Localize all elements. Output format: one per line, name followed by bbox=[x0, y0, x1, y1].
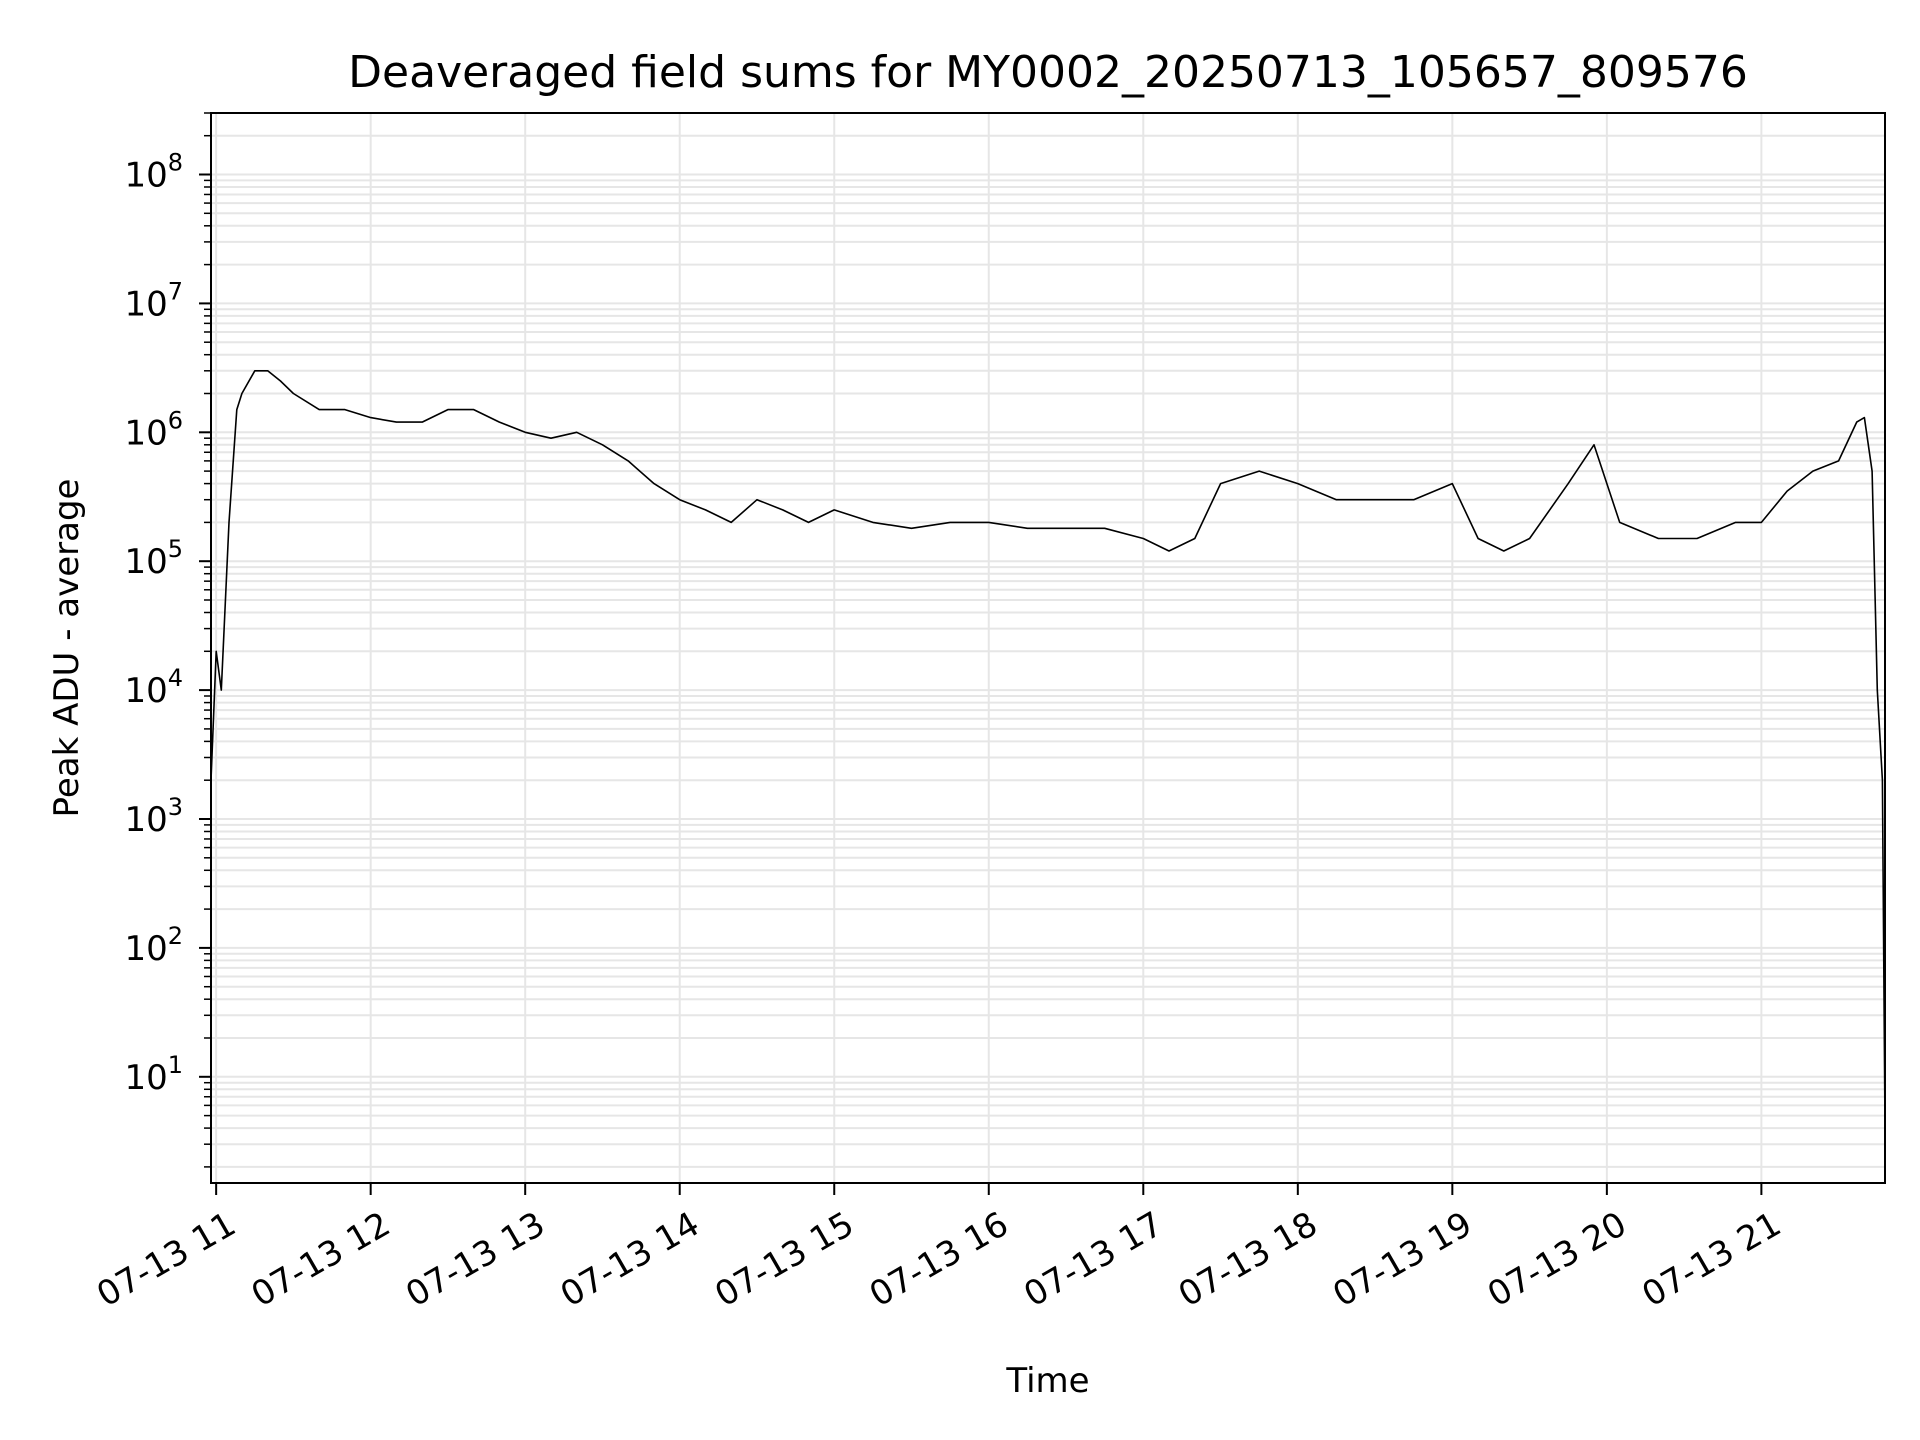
y-tick-label: 105 bbox=[124, 535, 183, 582]
plot-frame bbox=[210, 112, 1886, 1184]
y-tick-label: 101 bbox=[124, 1051, 183, 1098]
y-axis-label: Peak ADU - average bbox=[47, 479, 87, 818]
series-layer bbox=[210, 369, 1886, 1129]
y-tick-label: 107 bbox=[124, 277, 183, 324]
y-tick-label: 104 bbox=[124, 664, 183, 711]
series-line bbox=[210, 369, 1886, 1129]
chart-title: Deaveraged field sums for MY0002_2025071… bbox=[348, 47, 1748, 98]
y-tick-label: 106 bbox=[124, 406, 183, 453]
axis-ticks bbox=[199, 112, 1763, 1195]
y-tick-label: 108 bbox=[124, 149, 183, 196]
major-grid bbox=[211, 113, 1885, 1183]
y-tick-label: 103 bbox=[124, 793, 183, 840]
x-axis-label: Time bbox=[1005, 1361, 1089, 1401]
y-tick-label: 102 bbox=[124, 922, 183, 969]
